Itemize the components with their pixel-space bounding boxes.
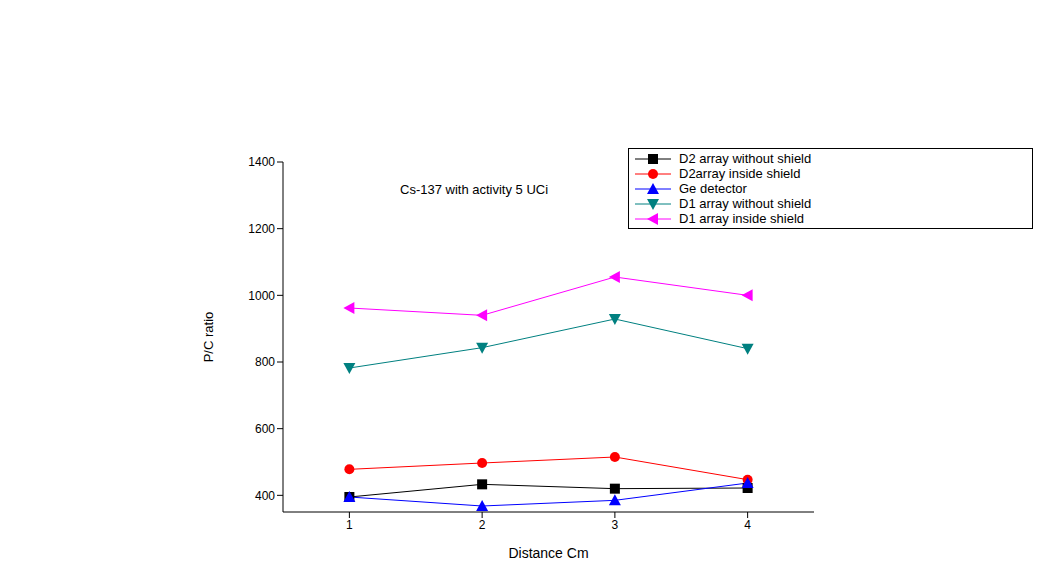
svg-text:3: 3 [612, 518, 619, 532]
html-text:D1 array inside shield: D1 array inside shield [679, 211, 804, 226]
svg-text:2: 2 [479, 518, 486, 532]
svg-text:800: 800 [255, 355, 275, 369]
html-text:D2 array without shield: D2 array without shield [679, 151, 812, 166]
svg-text:600: 600 [255, 422, 275, 436]
html-text:D1 array without shield: D1 array without shield [679, 196, 812, 211]
svg-text:400: 400 [255, 489, 275, 503]
svg-text:Distance Cm: Distance Cm [508, 545, 588, 561]
svg-text:1: 1 [346, 518, 353, 532]
html-text:D2array inside shield: D2array inside shield [679, 166, 801, 181]
svg-text:1400: 1400 [248, 155, 275, 169]
svg-text:1000: 1000 [248, 289, 275, 303]
html-text:Cs-137 with activity 5 UCi: Cs-137 with activity 5 UCi [400, 182, 549, 197]
svg-text:P/C ratio: P/C ratio [201, 312, 216, 363]
html-text:Ge detector: Ge detector [679, 181, 747, 196]
svg-text:4: 4 [744, 518, 751, 532]
svg-text:1200: 1200 [248, 222, 275, 236]
